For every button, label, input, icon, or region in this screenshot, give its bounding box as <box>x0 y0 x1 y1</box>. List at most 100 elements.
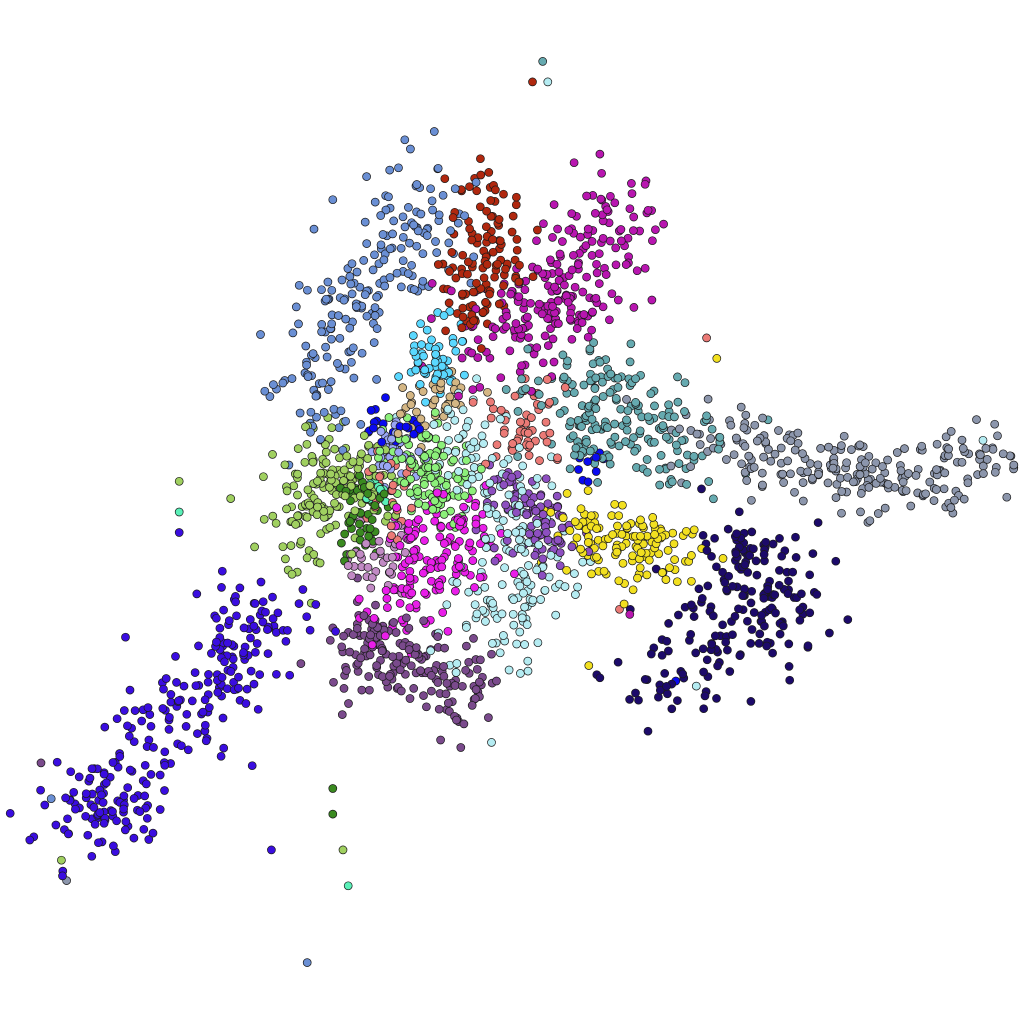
scatter-point <box>443 471 453 480</box>
scatter-point <box>511 527 521 537</box>
scatter-point <box>752 570 762 580</box>
scatter-point <box>317 320 327 329</box>
scatter-point <box>347 549 357 559</box>
scatter-point <box>148 828 158 838</box>
scatter-point <box>408 331 418 340</box>
scatter-point <box>730 611 740 621</box>
scatter-point <box>476 170 486 180</box>
scatter-point <box>339 476 348 485</box>
scatter-point <box>212 613 221 623</box>
scatter-point <box>498 516 508 525</box>
scatter-point <box>456 517 466 527</box>
scatter-point <box>798 496 808 506</box>
scatter-point <box>515 443 524 452</box>
scatter-point <box>616 404 626 414</box>
scatter-point <box>141 779 151 789</box>
scatter-point <box>631 688 640 698</box>
scatter-point <box>687 576 696 586</box>
scatter-point <box>452 485 462 495</box>
scatter-point <box>392 503 401 512</box>
scatter-point <box>520 602 529 612</box>
scatter-point <box>925 477 935 487</box>
scatter-point <box>405 488 415 498</box>
scatter-point <box>523 666 533 676</box>
scatter-point <box>216 751 226 761</box>
scatter-point <box>698 530 708 540</box>
scatter-point <box>198 707 208 717</box>
scatter-point <box>355 519 364 529</box>
scatter-point <box>426 473 436 482</box>
scatter-point <box>346 279 356 289</box>
scatter-point <box>570 569 579 578</box>
scatter-point <box>450 681 460 690</box>
scatter-point <box>702 655 712 665</box>
scatter-point <box>452 715 461 725</box>
scatter-point <box>334 311 343 320</box>
scatter-point <box>669 539 679 549</box>
scatter-point <box>263 625 272 634</box>
scatter-point <box>900 444 909 453</box>
scatter-point <box>453 474 463 484</box>
scatter-point <box>472 278 481 288</box>
scatter-point <box>521 384 531 394</box>
scatter-point <box>420 536 429 545</box>
scatter-point <box>551 610 561 620</box>
scatter-point <box>747 495 756 505</box>
scatter-point <box>713 661 722 671</box>
scatter-point <box>514 292 524 302</box>
scatter-point <box>587 251 597 260</box>
scatter-point <box>268 592 277 602</box>
scatter-point <box>458 312 468 322</box>
scatter-point <box>643 412 653 422</box>
scatter-point <box>296 536 306 546</box>
scatter-point <box>631 374 640 384</box>
scatter-point <box>268 614 278 623</box>
scatter-point <box>583 332 593 342</box>
scatter-point <box>517 613 527 623</box>
scatter-point <box>583 538 593 547</box>
scatter-point <box>406 400 416 409</box>
scatter-point <box>880 503 890 513</box>
scatter-point <box>618 500 627 510</box>
scatter-point <box>359 431 369 440</box>
scatter-point <box>451 346 461 356</box>
scatter-point <box>245 615 255 624</box>
scatter-point <box>362 311 372 321</box>
scatter-point <box>591 404 601 413</box>
scatter-point <box>5 808 15 818</box>
scatter-point <box>109 841 118 851</box>
scatter-point <box>490 556 500 566</box>
scatter-point <box>287 569 297 579</box>
scatter-point <box>476 655 485 665</box>
scatter-point <box>335 453 344 463</box>
scatter-point <box>504 490 514 500</box>
scatter-point <box>660 669 670 678</box>
scatter-point <box>457 353 467 363</box>
scatter-point <box>601 270 611 279</box>
scatter-point <box>95 808 105 817</box>
scatter-point <box>327 334 336 344</box>
scatter-point <box>74 772 84 782</box>
scatter-point <box>431 237 440 246</box>
scatter-point <box>469 287 478 297</box>
scatter-point <box>739 423 749 433</box>
scatter-point <box>389 618 398 627</box>
scatter-point <box>450 184 460 194</box>
scatter-point <box>263 649 273 658</box>
scatter-point <box>532 236 541 246</box>
scatter-point <box>451 668 461 677</box>
scatter-point <box>592 268 602 278</box>
scatter-point <box>361 539 371 549</box>
scatter-point <box>387 434 396 444</box>
scatter-point <box>432 248 442 257</box>
scatter-point <box>339 465 349 475</box>
scatter-point <box>428 205 437 215</box>
scatter-point <box>752 436 762 446</box>
scatter-point <box>673 372 682 382</box>
scatter-point <box>562 489 572 498</box>
scatter-point <box>496 373 506 383</box>
scatter-point <box>737 459 746 469</box>
scatter-point <box>442 481 451 490</box>
scatter-point <box>602 205 612 215</box>
scatter-point <box>778 469 787 479</box>
